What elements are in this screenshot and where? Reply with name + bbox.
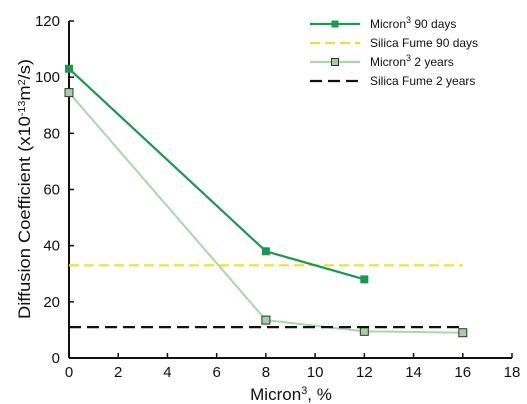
data-point (458, 328, 468, 338)
ticks: 0 2 4 6 8 10 12 14 16 18 0 20 40 60 80 100 120 (35, 13, 520, 381)
data-point (65, 64, 73, 73)
series-line (68, 91, 463, 334)
y-tick-label: 80 (43, 125, 60, 142)
series-micron3-2-years (64, 88, 468, 338)
y-tick-label: 20 (43, 294, 60, 311)
data-point (359, 326, 369, 336)
data-point (261, 247, 270, 256)
x-axis-title: Micron3, % (250, 385, 332, 404)
x-tick-label: 8 (262, 364, 270, 381)
data-point (64, 88, 74, 98)
y-tick-label: 60 (43, 182, 60, 199)
legend-label: Micron3 2 years (370, 53, 454, 69)
x-tick-label: 14 (405, 364, 422, 381)
y-tick-label: 120 (35, 13, 60, 30)
x-tick-label: 6 (212, 364, 220, 381)
axes (68, 21, 512, 359)
x-tick-label: 2 (114, 364, 122, 381)
legend-label: Silica Fume 2 years (370, 74, 475, 88)
x-tick-label: 16 (454, 364, 471, 381)
legend-item-micron3-90-days: Micron3 90 days (310, 15, 456, 31)
legend-marker (331, 58, 339, 66)
y-tick-label: 40 (43, 238, 60, 255)
data-point (261, 315, 271, 325)
x-tick-label: 10 (307, 364, 324, 381)
x-tick-label: 18 (504, 364, 521, 381)
x-tick-label: 12 (356, 364, 373, 381)
series (64, 64, 468, 338)
y-tick-label: 100 (35, 69, 60, 86)
legend-item-silica-fume-2-years: Silica Fume 2 years (310, 74, 475, 88)
series-line (68, 67, 365, 281)
legend: Micron3 90 days Silica Fume 90 days Micron… (310, 15, 478, 88)
x-tick-label: 4 (163, 364, 171, 381)
series-micron3-90-days (65, 64, 369, 284)
legend-label: Micron3 90 days (370, 15, 456, 31)
y-axis-title: Diffusion Coefficient (x10-13m2/s) (15, 59, 34, 319)
legend-label: Silica Fume 90 days (370, 36, 478, 50)
legend-item-silica-fume-90-days: Silica Fume 90 days (310, 36, 478, 50)
legend-marker (331, 20, 339, 28)
y-tick-label: 0 (52, 350, 60, 367)
legend-item-micron3-2-years: Micron3 2 years (310, 53, 454, 69)
x-tick-label: 0 (65, 364, 73, 381)
data-point (360, 275, 369, 284)
